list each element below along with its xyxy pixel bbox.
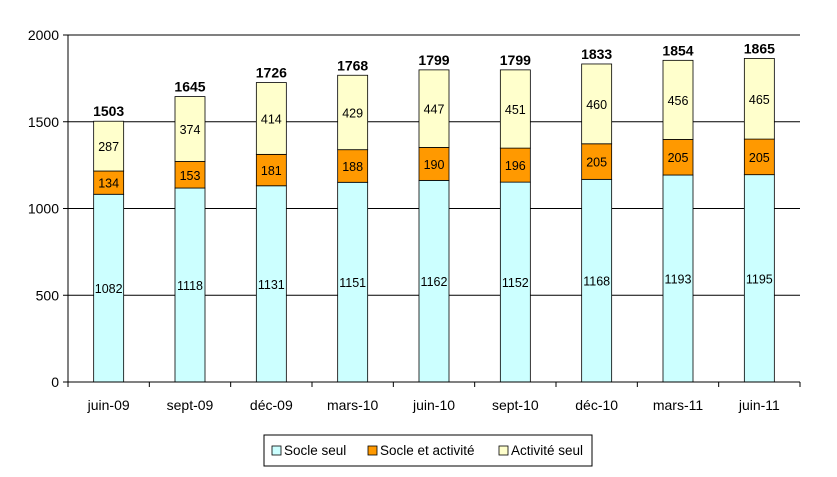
data-label: 447 — [424, 103, 445, 117]
data-label: 1193 — [665, 273, 692, 287]
total-label: 1799 — [418, 52, 449, 68]
bar-segment-socle-seul — [743, 174, 775, 383]
x-tick-label: juin-11 — [738, 397, 780, 413]
data-label: 1195 — [746, 272, 773, 286]
bar-segment-socle-et-activite — [662, 139, 694, 176]
data-label: 196 — [505, 159, 526, 173]
bar-segment-socle-seul — [174, 187, 206, 383]
data-label: 1118 — [177, 279, 203, 293]
legend-swatch — [367, 445, 378, 456]
total-label: 1726 — [256, 65, 287, 81]
data-label: 181 — [261, 164, 282, 178]
y-tick-label: 1000 — [28, 201, 59, 217]
data-label: 1131 — [258, 278, 285, 292]
bar-segment-socle-et-activite — [743, 138, 775, 176]
bar-segment-socle-et-activite — [337, 149, 369, 183]
bar-segment-activite-seul — [581, 63, 613, 145]
data-label: 188 — [342, 160, 363, 174]
y-tick-label: 2000 — [28, 27, 59, 43]
data-label: 1162 — [421, 275, 448, 289]
data-label: 287 — [98, 140, 119, 154]
data-label: 205 — [668, 151, 689, 165]
bar-segment-socle-seul — [499, 181, 531, 383]
y-tick-label: 0 — [51, 374, 59, 390]
data-label: 429 — [342, 106, 363, 120]
x-tick-label: juin-09 — [87, 397, 130, 413]
data-label: 374 — [180, 123, 201, 137]
data-label: 134 — [98, 177, 119, 191]
data-label: 1168 — [583, 275, 610, 289]
legend-entry: Activité seul — [511, 443, 583, 458]
data-label: 153 — [180, 169, 201, 183]
bars: 1082 134 287 1503 1118 153 374 1645 1131 181 414 17… — [93, 40, 775, 383]
x-tick-label: déc-10 — [575, 397, 618, 413]
data-label: 1151 — [339, 276, 366, 290]
bar-segment-activite-seul — [255, 82, 287, 155]
data-label: 205 — [749, 151, 770, 165]
bar-segment-socle-seul — [662, 174, 694, 383]
x-tick-label: mars-11 — [653, 397, 704, 413]
data-label: 456 — [668, 94, 689, 108]
x-tick-label: déc-09 — [250, 397, 293, 413]
y-tick-label: 1500 — [28, 114, 59, 130]
total-label: 1768 — [337, 57, 368, 73]
legend-box — [263, 434, 593, 467]
bar-segment-activite-seul — [337, 74, 369, 151]
legend: Socle seul Socle et activité Activité seul — [263, 434, 593, 467]
data-label: 1152 — [502, 276, 529, 290]
x-tick-label: sept-09 — [167, 397, 214, 413]
x-axis: juin-09 sept-09 déc-09 mars-10 juin-10 sept-1… — [67, 381, 801, 413]
total-label: 1865 — [744, 40, 775, 56]
data-label: 1082 — [95, 282, 123, 296]
total-label: 1645 — [174, 79, 205, 95]
bar-segment-socle-et-activite — [174, 161, 206, 189]
bar-segment-socle-seul — [337, 181, 369, 383]
total-label: 1799 — [500, 52, 531, 68]
data-label: 465 — [749, 93, 770, 107]
legend-entry: Socle et activité — [380, 443, 475, 458]
y-axis: 0 500 1000 1500 2000 — [28, 27, 69, 390]
bar-segment-socle-et-activite — [418, 147, 450, 181]
bar-segment-socle-seul — [418, 179, 450, 383]
data-label: 190 — [424, 158, 445, 172]
total-label: 1833 — [581, 46, 612, 62]
x-tick-label: juin-10 — [412, 397, 455, 413]
legend-swatch — [271, 445, 282, 456]
data-label: 414 — [261, 112, 282, 126]
bar-segment-socle-et-activite — [499, 147, 531, 183]
bar-segment-activite-seul — [499, 69, 531, 149]
bar-segment-socle-et-activite — [255, 153, 287, 187]
total-label: 1503 — [93, 103, 124, 119]
legend-entry: Socle seul — [284, 443, 346, 458]
x-tick-label: sept-10 — [492, 397, 539, 413]
y-tick-label: 500 — [36, 287, 60, 303]
bar-segment-socle-seul — [581, 178, 613, 383]
bar-segment-activite-seul — [743, 58, 775, 140]
bar-segment-activite-seul — [174, 96, 206, 162]
data-label: 205 — [586, 156, 607, 170]
legend-swatch — [498, 445, 509, 456]
bar-segment-activite-seul — [93, 120, 125, 172]
data-label: 451 — [505, 103, 526, 117]
bar-segment-activite-seul — [418, 69, 450, 148]
bar-segment-activite-seul — [662, 59, 694, 140]
x-tick-label: mars-10 — [327, 397, 379, 413]
data-label: 460 — [586, 98, 607, 112]
total-label: 1854 — [662, 42, 693, 58]
